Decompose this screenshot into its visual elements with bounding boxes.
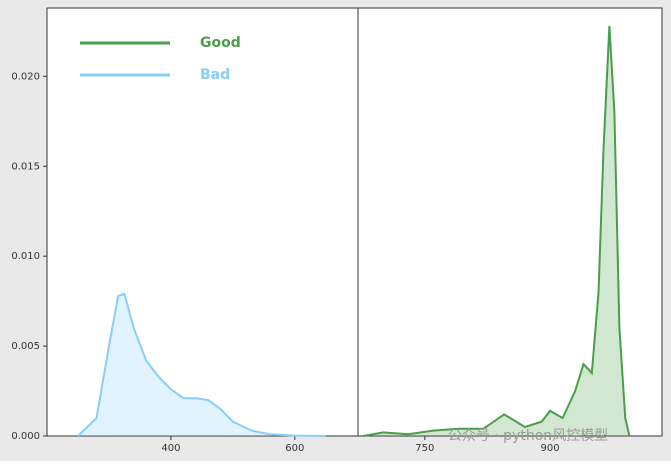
x-tick-label: 750 xyxy=(415,443,434,454)
y-tick-label: 0.010 xyxy=(11,251,40,262)
x-tick-label: 600 xyxy=(285,443,304,454)
watermark: 公众号 · python风控模型 xyxy=(448,428,608,444)
legend-label: Good xyxy=(200,35,241,51)
y-tick-label: 0.005 xyxy=(11,341,40,352)
y-tick-label: 0.015 xyxy=(11,161,40,172)
legend-label: Bad xyxy=(200,67,230,83)
y-tick-label: 0.000 xyxy=(11,431,40,442)
area-fill xyxy=(77,293,326,436)
x-tick-label: 400 xyxy=(161,443,180,454)
area-fill xyxy=(363,25,630,437)
density-line xyxy=(77,292,326,437)
x-tick-label: 900 xyxy=(541,443,560,454)
plot-area xyxy=(46,7,359,437)
plot-area xyxy=(357,7,663,437)
density-line xyxy=(362,25,631,437)
y-tick-label: 0.020 xyxy=(11,71,40,82)
